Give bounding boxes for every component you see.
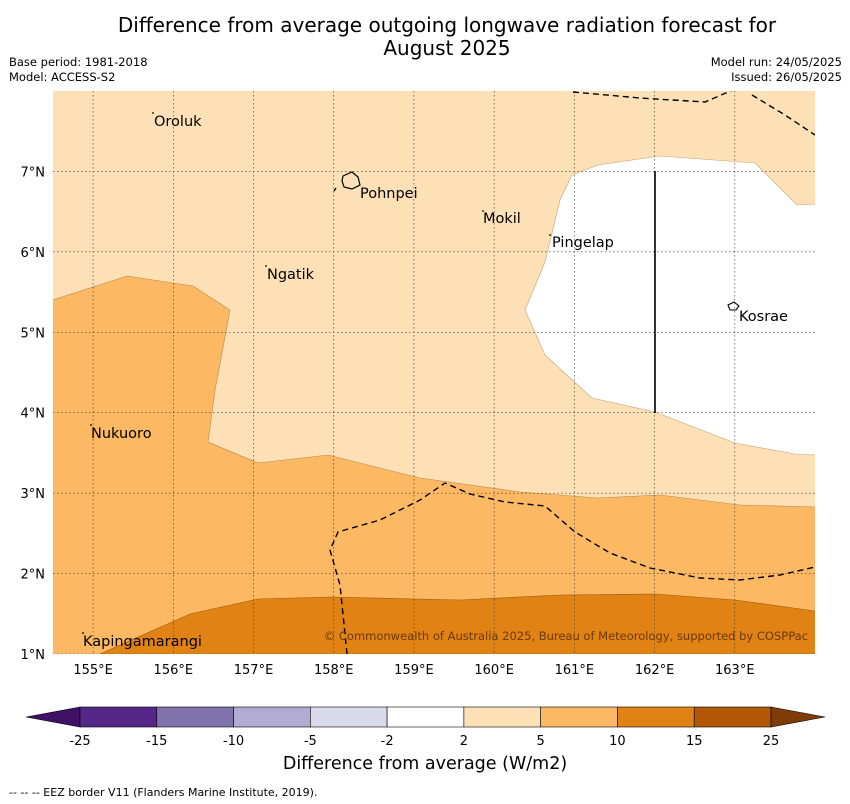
place-label-kapingamarangi: Kapingamarangi [83,634,202,650]
place-label-pingelap: Pingelap [552,235,614,251]
eez-border-north [572,91,733,103]
colorbar-tick-labels: -25 -15 -10 -5 -2 2 5 10 15 25 [69,734,779,749]
colorbar-extend-low [25,706,81,728]
model-name: Model: ACCESS-S2 [9,70,116,84]
mokil-island [482,210,484,212]
contour-10 [99,593,815,654]
meta-right: Model run: 24/05/2025 Issued: 26/05/2025 [711,55,842,85]
lon-tick-label: 157°E [234,663,274,678]
colorbar-tick-label: -15 [146,734,167,749]
colorbar-tick-label: -10 [223,734,244,749]
contour-5 [53,275,815,508]
pohnpei-island [341,171,361,190]
colorbar [25,706,826,728]
ngatik-island [265,265,267,267]
lon-tick-label: 163°E [715,663,755,678]
meta-left: Base period: 1981-2018 Model: ACCESS-S2 [9,55,148,85]
model-run: Model run: 24/05/2025 [710,55,842,69]
lat-tick-label: 5°N [21,326,46,341]
band-minus2-to-2 [525,156,815,455]
colorbar-segment [463,706,541,728]
colorbar-tick-label: -5 [304,734,317,749]
place-label-oroluk: Oroluk [154,114,202,130]
colorbar-segment [310,706,388,728]
longitude-tick-labels: 155°E 156°E 157°E 158°E 159°E 160°E 161°E 162°E… [73,663,754,678]
kapingamarangi-island [82,632,84,634]
contour-2 [524,155,815,456]
lat-tick-label: 6°N [21,246,46,261]
map-area: Oroluk Pohnpei Mokil Pingelap Ngatik Kos… [53,91,815,654]
band-10-to-15 [100,594,815,654]
colorbar-label: Difference from average (W/m2) [282,754,568,774]
lat-tick-label: 7°N [21,165,46,180]
issued-date: Issued: 26/05/2025 [731,70,842,84]
lon-tick-label: 162°E [635,663,675,678]
lat-tick-label: 2°N [21,568,46,583]
lat-tick-label: 1°N [21,648,46,663]
map-title-line2: August 2025 [383,36,511,60]
eez-footnote: -- -- -- EEZ border V11 (Flanders Marine… [9,786,318,799]
colorbar-extend-high [770,706,826,728]
map-title-line1: Difference from average outgoing longwav… [117,13,777,37]
oroluk-island [152,112,154,114]
place-labels: Oroluk Pohnpei Mokil Pingelap Ngatik Kos… [83,114,788,650]
colorbar-segment [79,706,158,728]
place-label-pohnpei: Pohnpei [360,186,418,202]
eez-border-pohnpei [333,187,337,192]
lon-tick-label: 158°E [314,663,354,678]
colorbar-segment [156,706,234,728]
colorbar-tick-label: 25 [763,734,780,749]
eez-border [329,91,815,654]
place-label-mokil: Mokil [483,211,521,227]
lat-tick-label: 3°N [21,487,46,502]
place-label-ngatik: Ngatik [267,267,315,283]
lon-tick-label: 159°E [394,663,434,678]
lon-tick-label: 160°E [474,663,514,678]
colorbar-tick-label: 10 [609,734,626,749]
colorbar-segment [617,706,695,728]
colorbar-segment [233,706,311,728]
place-label-nukuoro: Nukuoro [91,426,152,442]
place-label-kosrae: Kosrae [739,309,788,325]
lon-tick-label: 161°E [555,663,595,678]
colorbar-segment [540,706,618,728]
nukuoro-island [90,424,92,426]
eez-border-northeast [751,94,815,136]
colorbar-tick-label: 2 [460,734,468,749]
lon-tick-label: 156°E [154,663,194,678]
pingelap-island [549,234,551,236]
colorbar-tick-label: 15 [686,734,703,749]
base-period: Base period: 1981-2018 [9,55,148,69]
lat-tick-label: 4°N [21,407,46,422]
colorbar-segment [693,706,772,728]
kosrae-island [727,301,740,311]
colorbar-segment [386,706,465,728]
colorbar-tick-label: -2 [381,734,394,749]
lon-tick-label: 155°E [73,663,113,678]
colorbar-tick-label: -25 [69,734,90,749]
gridlines [53,91,815,654]
colorbar-tick-label: 5 [537,734,545,749]
band-5-to-10 [53,276,815,654]
map-title: Difference from average outgoing longwav… [0,14,850,60]
latitude-tick-labels: 1°N 2°N 3°N 4°N 5°N 6°N 7°N [21,165,46,663]
eez-border-south [329,482,815,654]
copyright-notice: © Commonwealth of Australia 2025, Bureau… [324,629,808,643]
